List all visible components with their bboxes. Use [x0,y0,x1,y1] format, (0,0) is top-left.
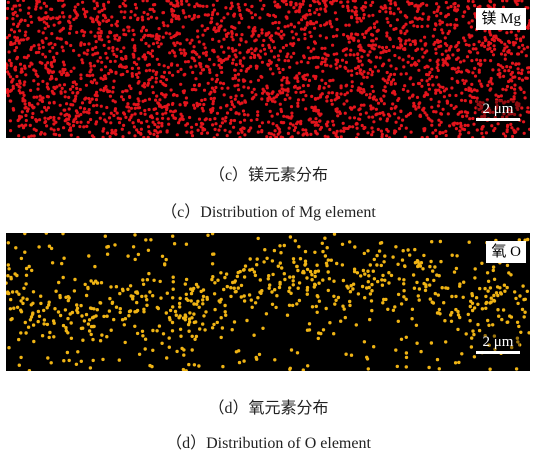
mg-dots [6,0,530,138]
dot-cloud [6,0,530,138]
scale-bar: 2 μm [476,100,520,121]
caption-en: （c）Distribution of Mg element [0,198,537,222]
element-tag: 镁 Mg [476,8,526,30]
mg-map: 镁 Mg 2 μm [6,0,530,138]
o-dots [6,233,530,371]
caption-cn: （c）镁元素分布 [0,161,537,185]
scale-bar: 2 μm [476,333,520,354]
o-map: 氧 O 2 μm [6,233,530,371]
element-tag: 氧 O [486,241,526,263]
caption-en: （d）Distribution of O element [0,429,537,452]
caption-cn: （d）氧元素分布 [0,394,537,418]
dot-cloud [6,233,529,371]
figure-page: 镁 Mg 2 μm （c）镁元素分布 （c）Distribution of Mg… [0,0,537,452]
